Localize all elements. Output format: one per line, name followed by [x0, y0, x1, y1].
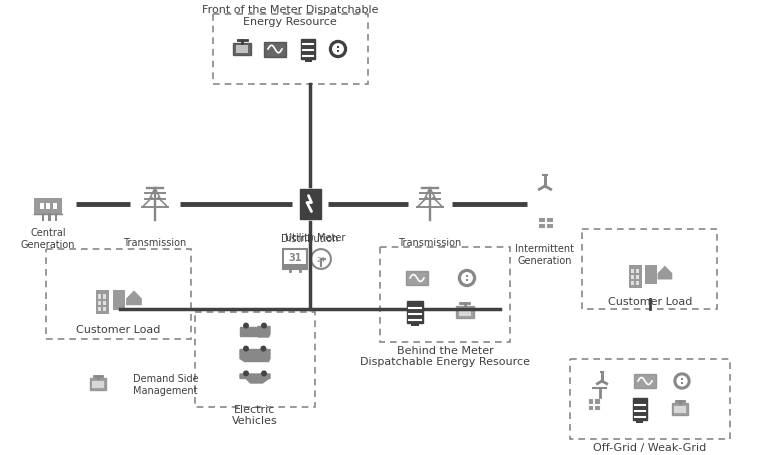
- Bar: [411, 324, 419, 326]
- Bar: [103, 308, 107, 311]
- Circle shape: [243, 323, 249, 329]
- Bar: [546, 217, 553, 222]
- Bar: [636, 276, 639, 279]
- Bar: [380, 247, 510, 342]
- Bar: [538, 223, 545, 229]
- Text: 24: 24: [317, 257, 325, 263]
- Text: Demand Side
Management: Demand Side Management: [133, 374, 198, 395]
- Bar: [195, 312, 315, 407]
- Text: Utility Meter: Utility Meter: [285, 233, 345, 243]
- Bar: [631, 270, 634, 273]
- Bar: [674, 406, 685, 413]
- Bar: [264, 42, 286, 57]
- Polygon shape: [258, 327, 270, 337]
- Bar: [546, 223, 553, 229]
- Bar: [42, 213, 45, 221]
- Bar: [98, 301, 101, 305]
- Text: Front of the Meter Dispatchable
Energy Resource: Front of the Meter Dispatchable Energy R…: [201, 5, 378, 26]
- Bar: [456, 306, 474, 318]
- Bar: [283, 250, 307, 269]
- Bar: [40, 203, 44, 209]
- Bar: [103, 301, 107, 305]
- Circle shape: [260, 346, 267, 352]
- Text: Central
Generation: Central Generation: [20, 228, 75, 249]
- Bar: [337, 47, 339, 49]
- Bar: [672, 404, 688, 415]
- Circle shape: [459, 270, 476, 287]
- Circle shape: [243, 370, 249, 377]
- Polygon shape: [240, 374, 270, 383]
- Text: 31: 31: [289, 252, 302, 262]
- Bar: [633, 398, 647, 420]
- Text: Transmission: Transmission: [123, 238, 187, 248]
- Text: Electric
Vehicles: Electric Vehicles: [232, 404, 278, 425]
- Circle shape: [261, 323, 267, 329]
- Bar: [636, 270, 639, 273]
- Bar: [45, 249, 191, 339]
- Polygon shape: [658, 266, 672, 280]
- Bar: [636, 282, 639, 285]
- Bar: [283, 264, 307, 269]
- Polygon shape: [126, 291, 142, 306]
- Bar: [634, 374, 656, 388]
- Bar: [240, 327, 258, 336]
- Bar: [233, 44, 251, 56]
- Bar: [55, 213, 57, 221]
- Bar: [459, 309, 471, 316]
- Text: Off-Grid / Weak-Grid: Off-Grid / Weak-Grid: [593, 442, 706, 452]
- Text: Transmission: Transmission: [398, 238, 462, 248]
- Bar: [304, 60, 311, 63]
- Circle shape: [544, 186, 546, 187]
- Bar: [631, 282, 634, 285]
- Bar: [637, 420, 644, 423]
- Bar: [466, 276, 468, 278]
- Text: Customer Load: Customer Load: [76, 324, 160, 334]
- Bar: [407, 301, 423, 324]
- Bar: [236, 46, 249, 54]
- Bar: [570, 359, 730, 439]
- Polygon shape: [240, 350, 270, 362]
- Bar: [538, 217, 545, 222]
- Bar: [299, 190, 321, 219]
- Bar: [631, 276, 634, 279]
- Bar: [337, 51, 339, 53]
- Bar: [113, 290, 125, 310]
- Bar: [46, 203, 50, 209]
- Text: Customer Load: Customer Load: [608, 296, 692, 306]
- Bar: [681, 379, 683, 380]
- Bar: [53, 203, 56, 209]
- Bar: [103, 295, 107, 299]
- Bar: [98, 295, 101, 299]
- Bar: [212, 15, 368, 85]
- Circle shape: [329, 41, 347, 58]
- Bar: [587, 405, 593, 410]
- Bar: [301, 40, 315, 60]
- Bar: [34, 198, 63, 214]
- Text: Distribution: Distribution: [281, 233, 339, 243]
- Bar: [49, 213, 51, 221]
- Bar: [96, 290, 109, 314]
- Circle shape: [461, 273, 473, 284]
- Circle shape: [674, 373, 690, 389]
- Bar: [629, 265, 641, 288]
- Bar: [90, 379, 106, 390]
- Bar: [466, 279, 468, 281]
- Bar: [681, 382, 683, 384]
- Bar: [594, 405, 600, 410]
- Bar: [406, 271, 428, 285]
- Circle shape: [261, 370, 267, 377]
- Bar: [93, 381, 103, 388]
- Circle shape: [677, 375, 688, 387]
- Bar: [583, 229, 717, 309]
- Bar: [98, 308, 101, 311]
- Text: Behind the Meter
Dispatchable Energy Resource: Behind the Meter Dispatchable Energy Res…: [360, 345, 530, 366]
- Circle shape: [601, 380, 603, 382]
- Bar: [594, 399, 600, 404]
- Text: Intermittent
Generation: Intermittent Generation: [516, 244, 575, 265]
- Bar: [645, 265, 657, 284]
- Circle shape: [243, 346, 249, 352]
- Circle shape: [332, 44, 344, 56]
- Bar: [587, 399, 593, 404]
